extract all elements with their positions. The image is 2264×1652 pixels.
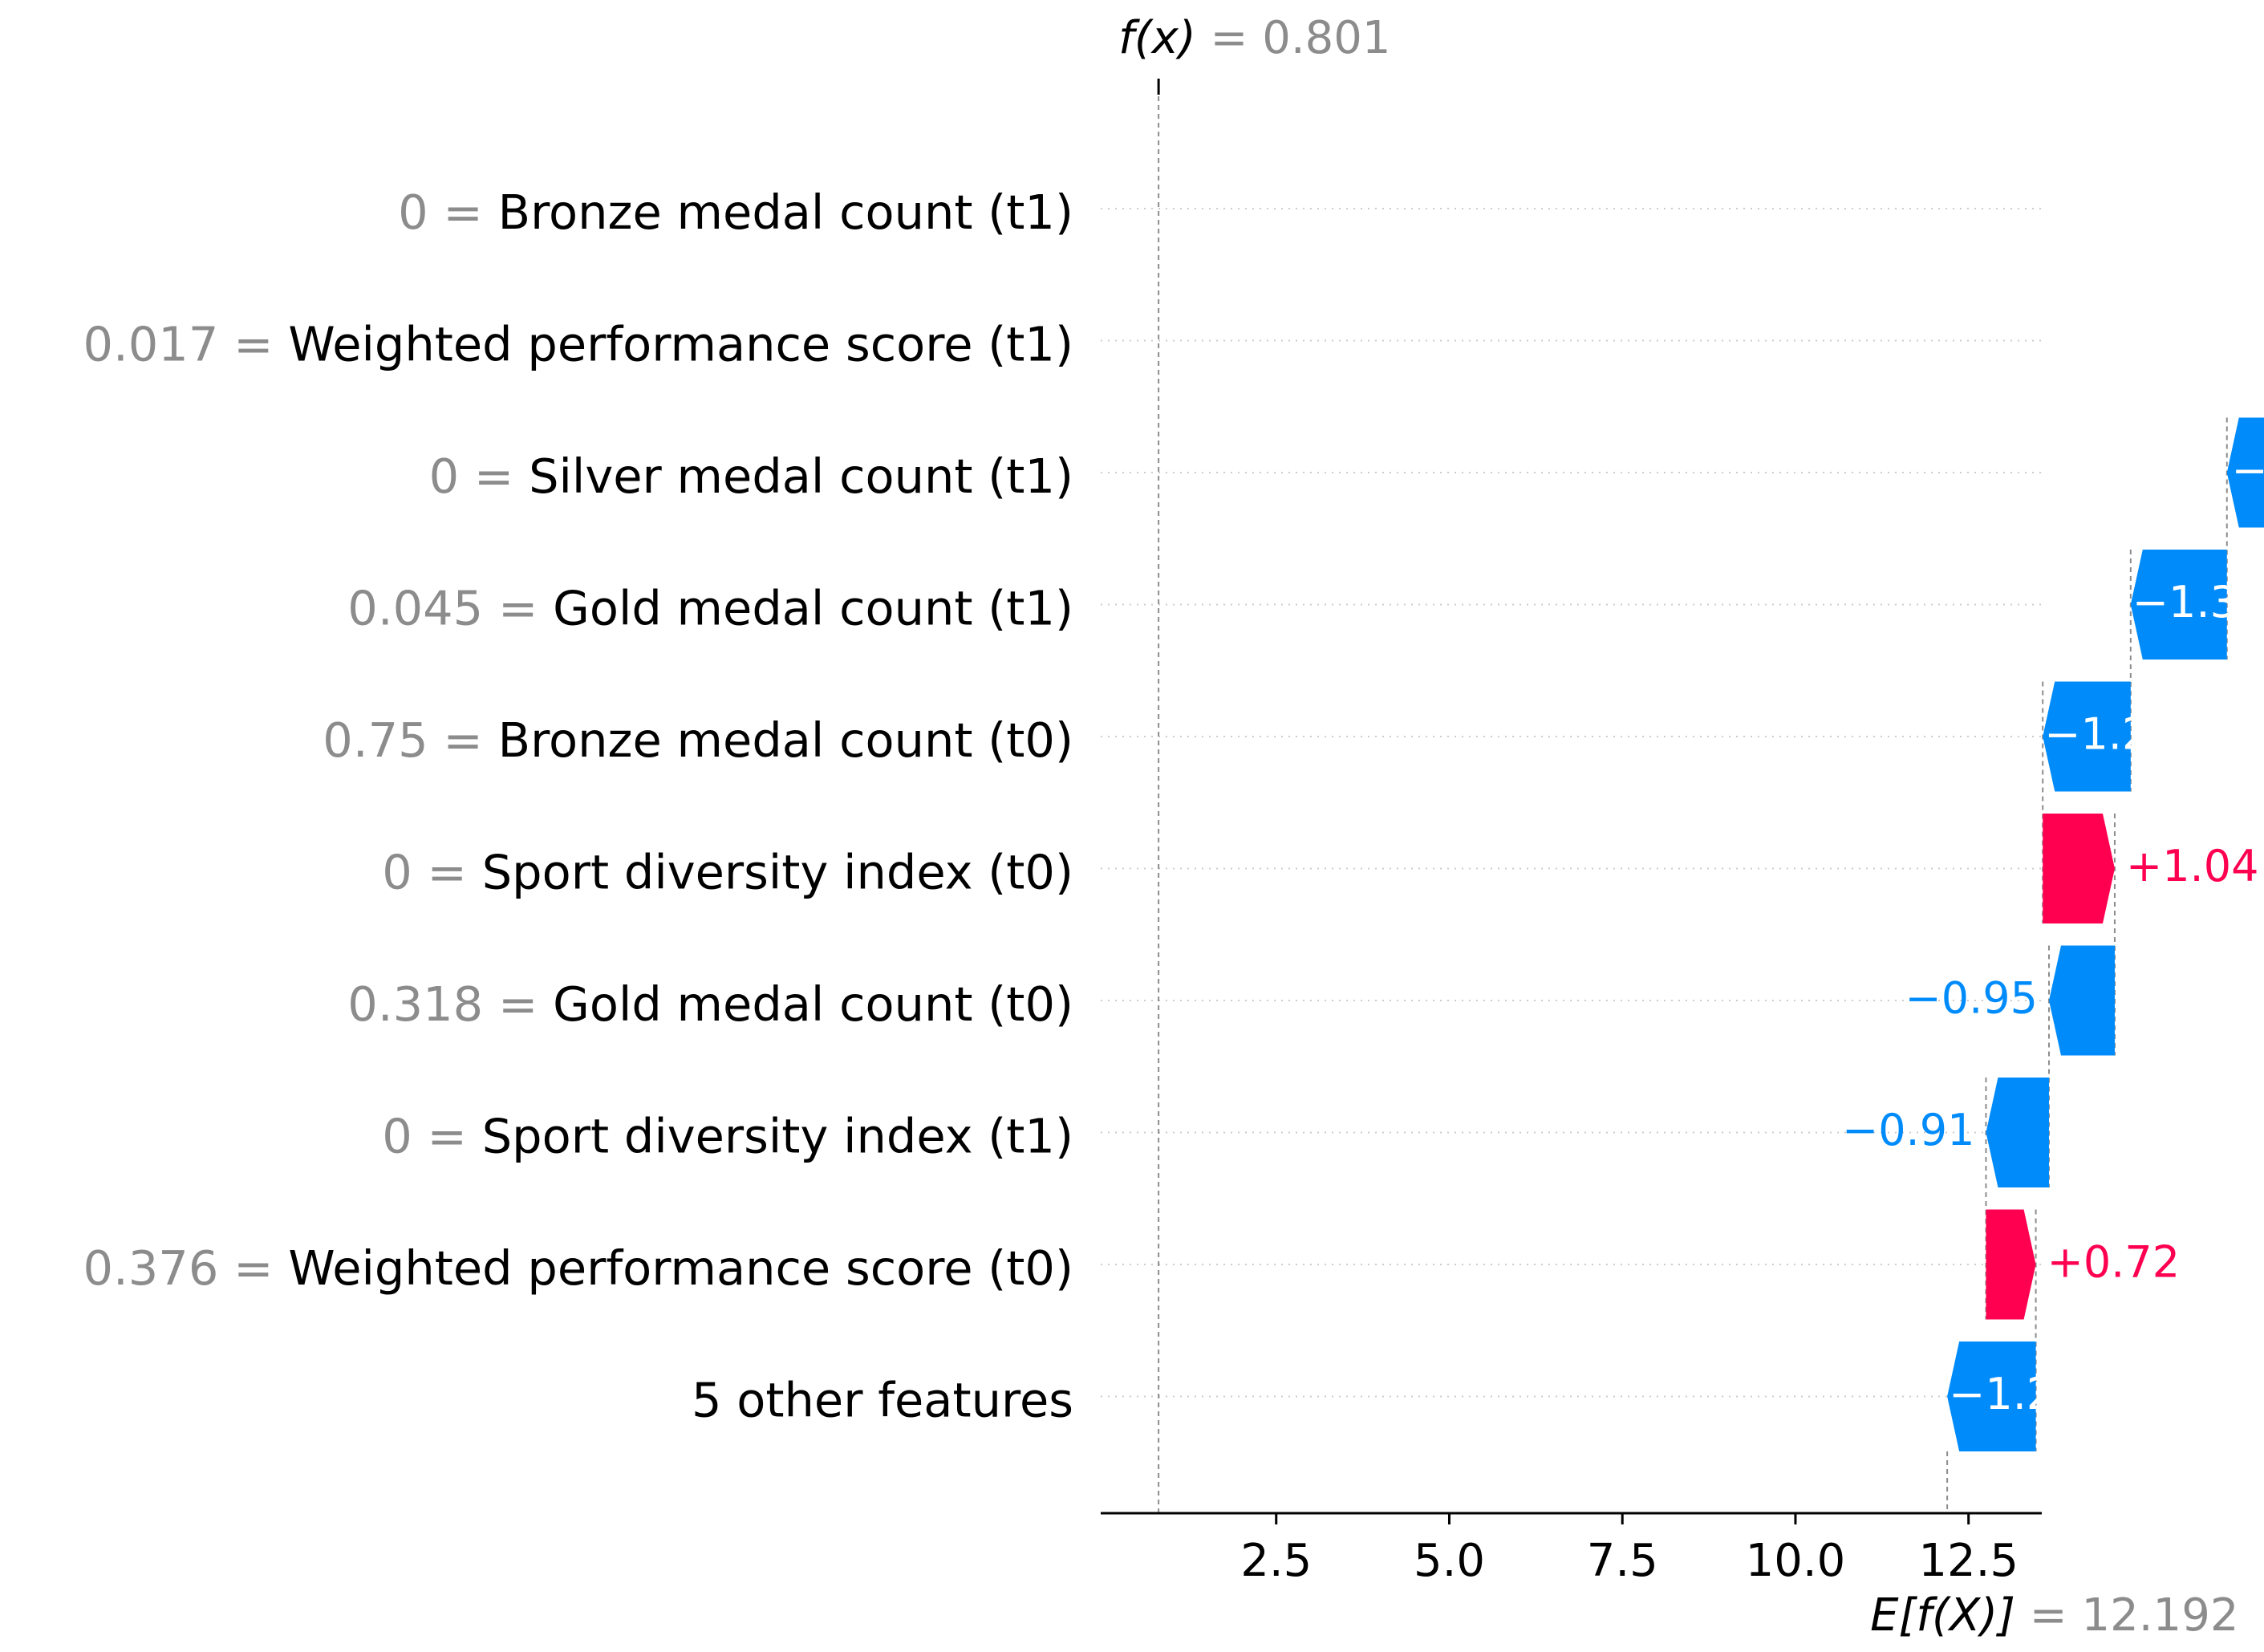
bar-3 — [2226, 417, 2264, 528]
bar-5 — [2043, 681, 2131, 792]
feature-name: Sport diversity index (t0) — [482, 844, 1073, 899]
bar-layer — [1947, 417, 2264, 1451]
bar-10 — [1947, 1341, 2036, 1451]
bar-7 — [2048, 945, 2115, 1056]
feature-label: 0.376 = Weighted performance score (t0) — [83, 1240, 1073, 1296]
feature-value: 0.75 = — [323, 712, 497, 768]
feature-name: Weighted performance score (t1) — [288, 316, 1073, 371]
x-tick-label: 7.5 — [1587, 1535, 1658, 1587]
feature-value: 0 = — [398, 185, 497, 240]
bar-9 — [1986, 1209, 2036, 1320]
label-layer: −3.190 = Bronze medal count (t1)−2.10.01… — [83, 185, 2264, 1428]
efx-equals: = — [2015, 1589, 2082, 1642]
x-tick-label: 5.0 — [1414, 1535, 1485, 1587]
feature-label: 0 = Sport diversity index (t0) — [382, 844, 1073, 899]
x-axis: 2.5 5.0 7.5 10.0 12.5 — [1101, 1512, 2042, 1587]
feature-value: 0 = — [382, 1108, 481, 1163]
x-ticks: 2.5 5.0 7.5 10.0 12.5 — [1240, 1513, 2019, 1587]
feature-label: 0 = Silver medal count (t1) — [429, 449, 1073, 504]
x-tick-label: 2.5 — [1240, 1535, 1312, 1587]
connector-layer — [1157, 79, 2228, 1513]
efx-symbol: E[f(X)] — [1870, 1589, 2015, 1642]
feature-name: Silver medal count (t1) — [529, 449, 1073, 504]
feature-label: 0.318 = Gold medal count (t0) — [347, 976, 1073, 1032]
feature-name: Gold medal count (t0) — [553, 976, 1073, 1032]
grid-layer — [1101, 208, 2042, 1398]
feature-value: 0 = — [429, 449, 529, 504]
fx-symbol: f(x) — [1118, 12, 1196, 64]
prediction-label: f(x) = 0.801 — [1118, 12, 1390, 64]
feature-name: Gold medal count (t1) — [553, 580, 1073, 635]
base-value-label: E[f(X)] = 12.192 — [1870, 1589, 2238, 1642]
bar-value-label: −0.95 — [1905, 973, 2037, 1024]
feature-name: Weighted performance score (t0) — [288, 1240, 1073, 1296]
feature-value: 0.045 = — [347, 580, 553, 635]
feature-label: 0.045 = Gold medal count (t1) — [347, 580, 1073, 635]
bar-value-label: −1.39 — [2132, 577, 2264, 627]
bar-value-label: −2.05 — [2231, 445, 2264, 496]
x-tick-label: 10.0 — [1746, 1535, 1846, 1587]
x-tick-label: 12.5 — [1918, 1535, 2019, 1587]
feature-value: 0.017 = — [83, 316, 288, 371]
feature-name: 5 other features — [692, 1372, 1073, 1427]
feature-label: 0.017 = Weighted performance score (t1) — [83, 316, 1073, 371]
feature-value: 0.376 = — [83, 1240, 288, 1296]
bar-8 — [1986, 1078, 2049, 1187]
feature-label: 0.75 = Bronze medal count (t0) — [323, 712, 1073, 768]
feature-label: 0 = Sport diversity index (t1) — [382, 1108, 1073, 1163]
bar-4 — [2130, 550, 2227, 660]
bar-value-label: −1.28 — [1949, 1369, 2081, 1419]
bar-value-label: −0.91 — [1842, 1105, 1974, 1155]
bar-value-label: +0.72 — [2047, 1237, 2180, 1288]
base-value: 12.192 — [2082, 1589, 2239, 1642]
feature-value: 0 = — [382, 844, 481, 899]
feature-name: Bronze medal count (t1) — [498, 185, 1073, 240]
feature-label: 5 other features — [692, 1372, 1073, 1427]
feature-value: 0.318 = — [347, 976, 553, 1032]
feature-label: 0 = Bronze medal count (t1) — [398, 185, 1073, 240]
bar-6 — [2043, 814, 2115, 923]
prediction-value: 0.801 — [1262, 12, 1390, 64]
bar-value-label: +1.04 — [2126, 841, 2258, 891]
fx-equals: = — [1196, 12, 1263, 64]
bar-value-label: −1.27 — [2044, 709, 2177, 760]
feature-name: Sport diversity index (t1) — [482, 1108, 1073, 1163]
feature-name: Bronze medal count (t0) — [498, 712, 1073, 768]
